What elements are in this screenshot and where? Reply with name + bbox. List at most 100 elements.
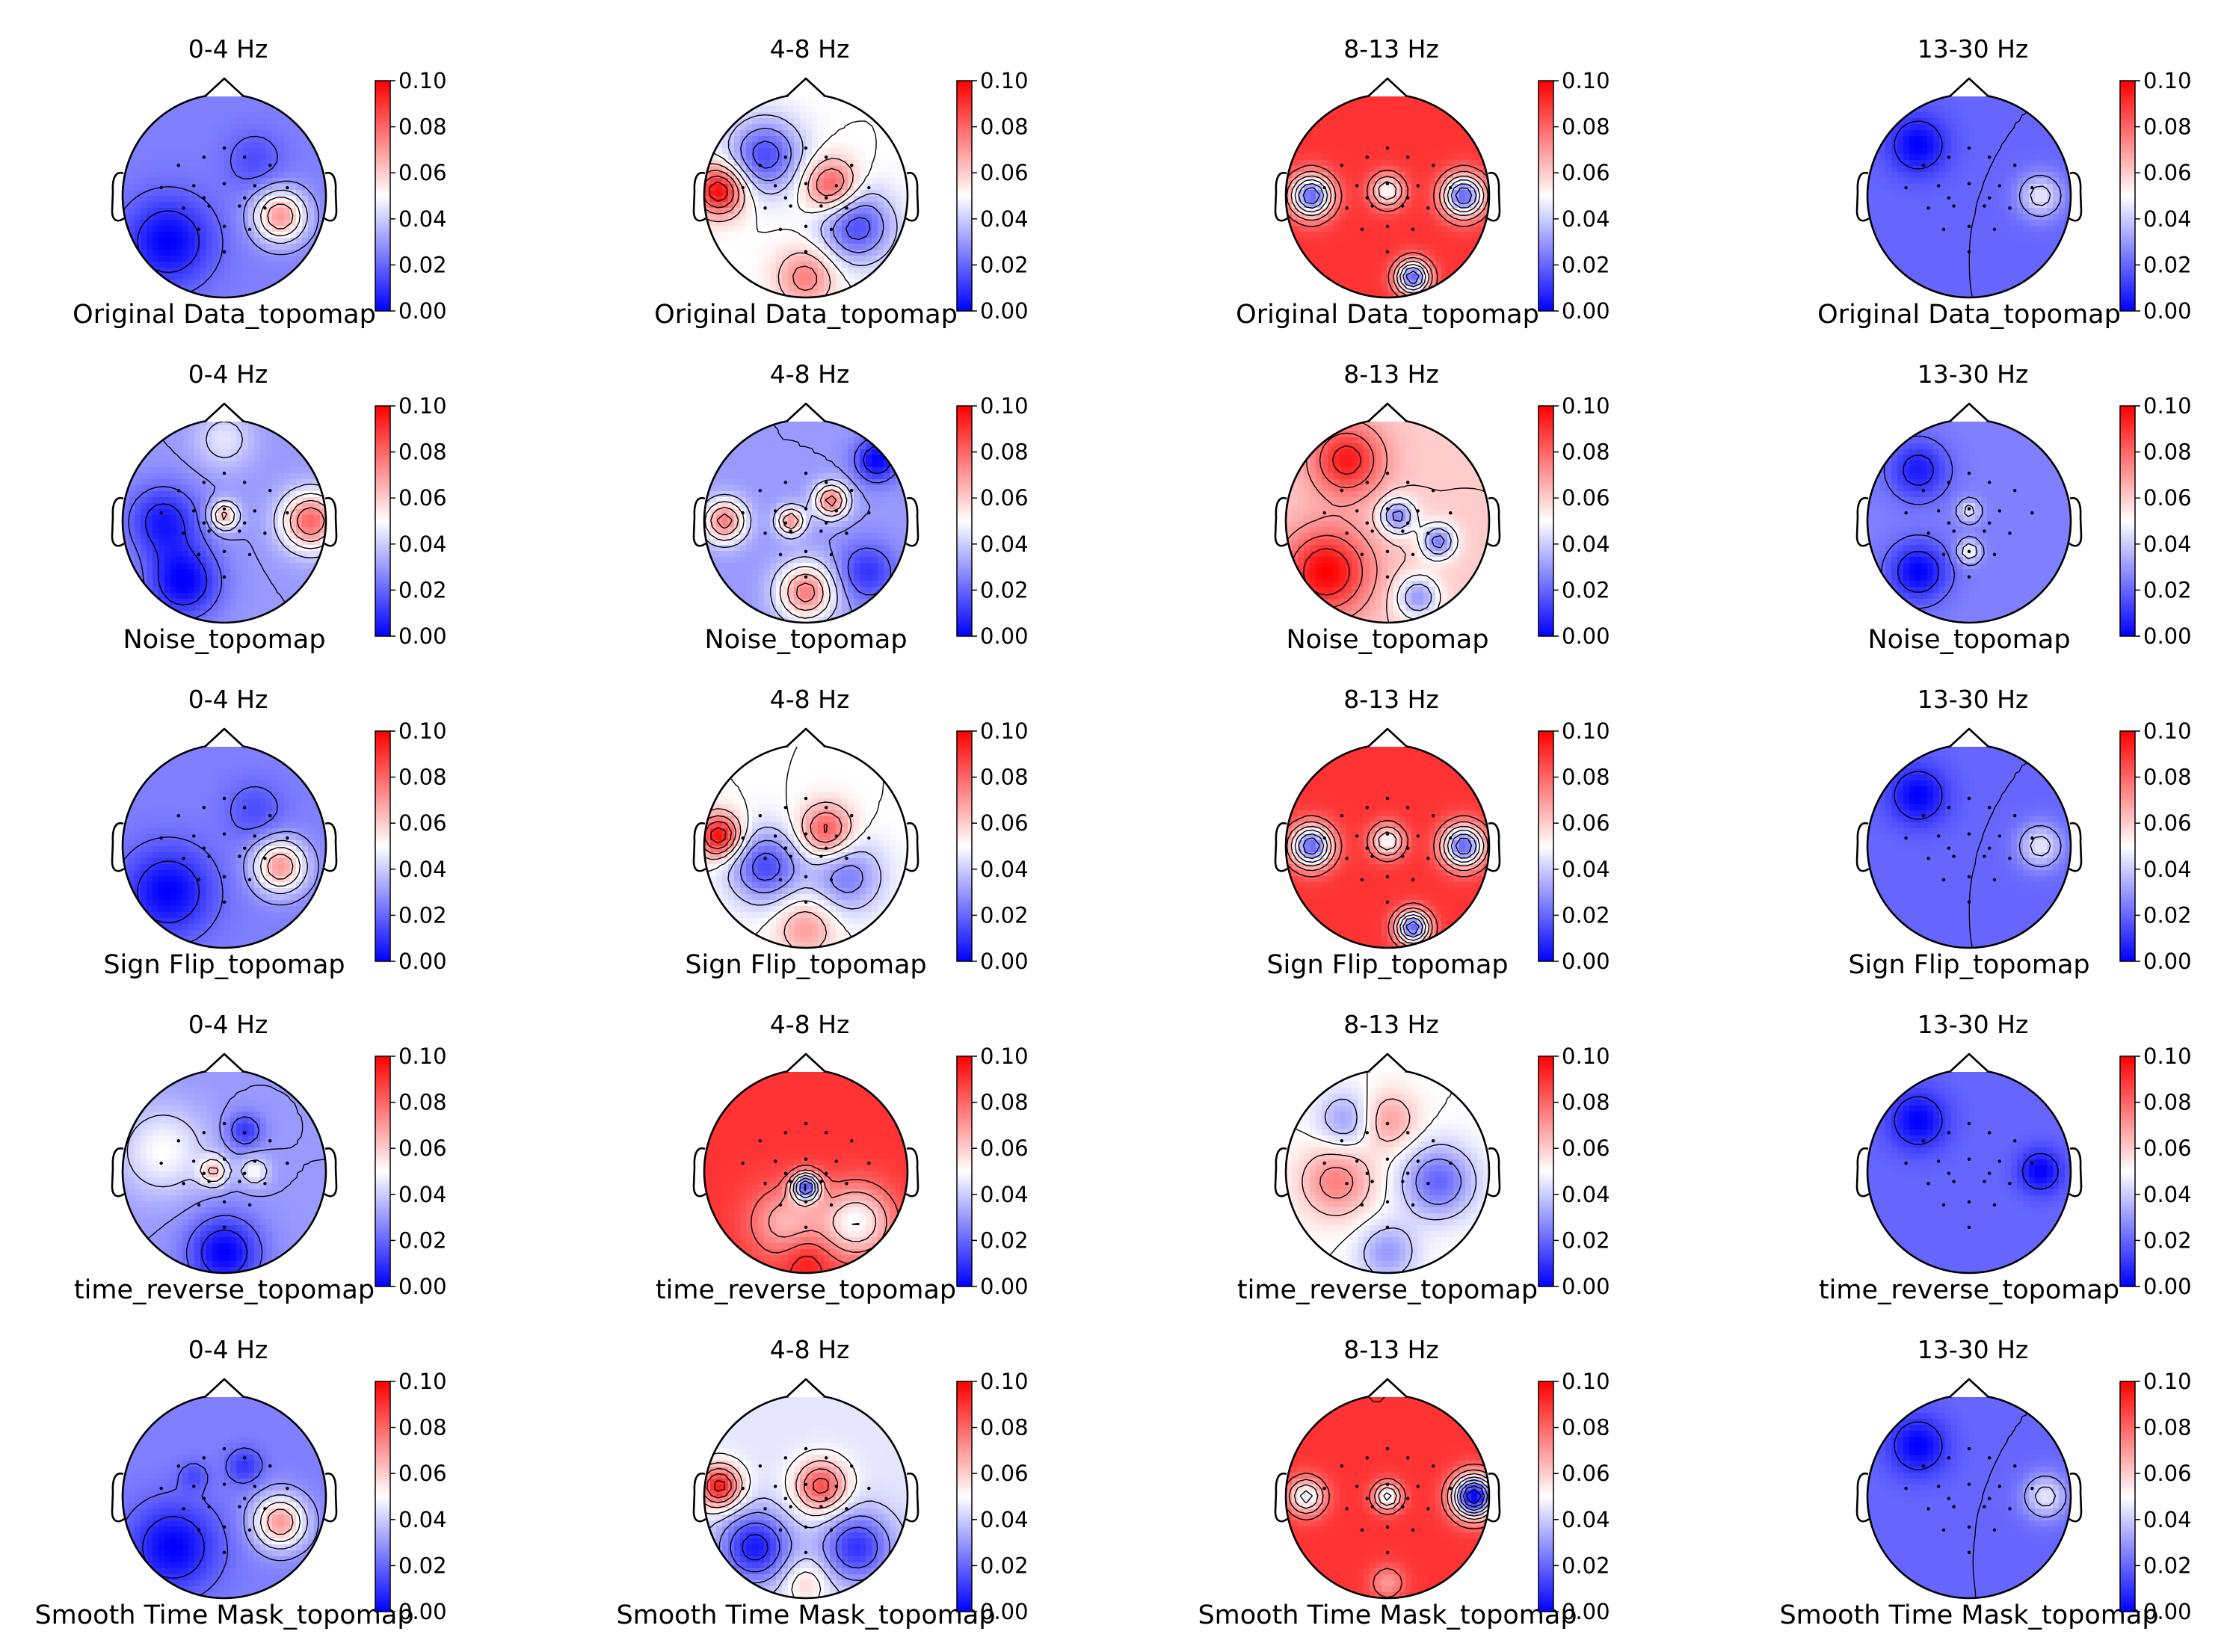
topomap-cell	[1477, 184, 1484, 191]
topomap-cell	[1435, 250, 1442, 256]
topomap-cell	[806, 286, 813, 292]
topomap-cell	[1999, 118, 2006, 125]
topomap-cell	[278, 467, 285, 474]
topomap-cell	[224, 136, 231, 143]
topomap-cell	[158, 557, 165, 564]
topomap-cell	[860, 268, 866, 274]
topomap-cell	[188, 455, 195, 462]
topomap-cell	[129, 521, 135, 528]
topomap-cell	[1963, 292, 1970, 298]
colorbar: 0.000.020.040.060.080.10	[2119, 68, 2192, 324]
topomap-cell	[1453, 274, 1460, 280]
topomap-cell	[188, 178, 195, 185]
topomap-cell	[2053, 130, 2060, 137]
topomap-cell	[242, 112, 249, 119]
topomap-cell	[236, 521, 243, 528]
topomap-cell	[878, 136, 884, 143]
topomap-cell	[1417, 244, 1424, 250]
topomap-cell	[290, 581, 297, 588]
topomap-cell	[2023, 268, 2030, 274]
topomap-cell	[164, 232, 171, 238]
sensor-marker	[1967, 146, 1971, 150]
topomap-cell	[182, 232, 189, 238]
topomap-cell	[1370, 118, 1376, 125]
topomap-cell	[308, 509, 315, 516]
topomap-cell	[1987, 250, 1994, 256]
topomap-cell	[1399, 214, 1406, 221]
colorbar-tick-label: 0.00	[398, 298, 447, 324]
topomap-cell	[1346, 172, 1352, 179]
topomap-cell	[1435, 142, 1442, 149]
topomap-cell	[1975, 214, 1982, 221]
topomap-cell	[752, 166, 759, 173]
topomap-cell	[1939, 166, 1946, 173]
topomap-cell	[770, 214, 777, 221]
topomap-cell	[260, 94, 267, 101]
topomap-cell	[734, 274, 741, 280]
topomap-cell	[248, 563, 255, 570]
topomap-cell	[1915, 172, 1922, 179]
topomap-cell	[296, 178, 303, 185]
topomap-cell	[1429, 208, 1436, 215]
topomap-cell	[254, 166, 261, 173]
topomap-cell	[194, 581, 201, 588]
topomap-cell	[236, 208, 243, 215]
topomap-cell	[212, 136, 219, 143]
topomap-cell	[230, 256, 237, 262]
topomap-cell	[158, 118, 165, 125]
topomap-cell	[1993, 118, 2000, 125]
colorbar-bar	[956, 80, 973, 312]
topomap-cell	[1459, 184, 1466, 191]
topomap-cell	[1981, 292, 1988, 298]
topomap-cell	[153, 238, 159, 244]
topomap-cell	[1933, 106, 1940, 113]
topomap-cell	[842, 148, 848, 155]
topomap-cell	[1382, 154, 1388, 161]
topomap-cell	[188, 545, 195, 552]
topomap-cell	[1376, 220, 1382, 226]
topomap-cell	[153, 208, 159, 215]
topomap-cell	[1969, 280, 1976, 286]
topomap-cell	[1358, 238, 1364, 244]
topomap-cell	[1352, 208, 1358, 215]
topomap-cell	[1921, 184, 1928, 191]
topomap-cell	[740, 106, 747, 113]
topomap-cell	[284, 124, 291, 131]
topomap-cell	[218, 238, 225, 244]
topomap-cell	[848, 142, 854, 149]
topomap-cell	[1417, 100, 1424, 107]
topomap-cell	[1298, 160, 1305, 167]
topomap-cell	[236, 244, 243, 250]
topomap-cell	[242, 443, 249, 450]
topomap-cell	[242, 256, 249, 262]
topomap-cell	[248, 268, 255, 274]
left-ear	[1855, 171, 1870, 222]
topomap-cell	[800, 232, 807, 238]
topomap-cell	[1975, 142, 1982, 149]
topomap-cell	[710, 154, 717, 161]
topomap-cell	[147, 226, 153, 232]
topomap-cell	[176, 196, 183, 203]
topomap-cell	[1334, 112, 1340, 119]
topomap-cell	[1393, 244, 1400, 250]
sensor-marker	[1322, 185, 1326, 190]
topomap-cell	[1897, 136, 1904, 143]
topomap-cell	[1465, 142, 1472, 149]
topomap-cell	[1885, 136, 1892, 143]
topomap-cell	[242, 563, 249, 570]
topomap-cell	[848, 154, 854, 161]
topomap-cell	[788, 160, 795, 167]
topomap-cell	[1945, 124, 1952, 131]
topomap-cell	[230, 286, 237, 292]
topomap-cell	[260, 172, 267, 179]
topomap-cell	[794, 178, 801, 185]
topomap-cell	[135, 455, 141, 462]
topomap-cell	[284, 491, 291, 498]
topomap-cell	[1885, 172, 1892, 179]
topomap-cell	[1903, 226, 1910, 232]
topomap-cell	[129, 166, 135, 173]
topomap-cell	[129, 527, 135, 534]
topomap-cell	[272, 226, 279, 232]
topomap-cell	[1921, 232, 1928, 238]
topomap-cell	[224, 563, 231, 570]
